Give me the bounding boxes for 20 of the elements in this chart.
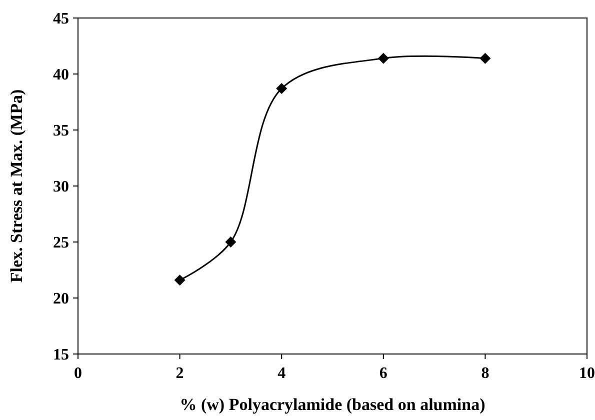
y-tick-label: 25 [53, 234, 69, 252]
x-tick-label: 6 [379, 365, 388, 382]
x-axis-title: % (w) Polyacrylamide (based on alumina) [180, 395, 486, 414]
point [480, 52, 491, 64]
x-tick-label: 0 [74, 365, 82, 382]
point [225, 236, 236, 248]
y-tick-label: 15 [53, 346, 69, 364]
x-tick-label: 2 [176, 365, 184, 382]
point [174, 274, 186, 286]
y-tick-label: 35 [53, 122, 69, 140]
y-tick-label: 40 [53, 66, 69, 84]
y-tick-label: 20 [53, 290, 69, 308]
point [378, 52, 389, 64]
y-tick-label: 30 [53, 178, 69, 196]
point [276, 83, 288, 94]
x-tick-label: 8 [481, 365, 490, 382]
x-tick-label: 10 [579, 365, 595, 382]
y-tick-label: 45 [53, 10, 69, 28]
x-tick-label: 4 [278, 365, 286, 382]
y-axis-title: Flex. Stress at Max. (MPa) [7, 89, 26, 283]
